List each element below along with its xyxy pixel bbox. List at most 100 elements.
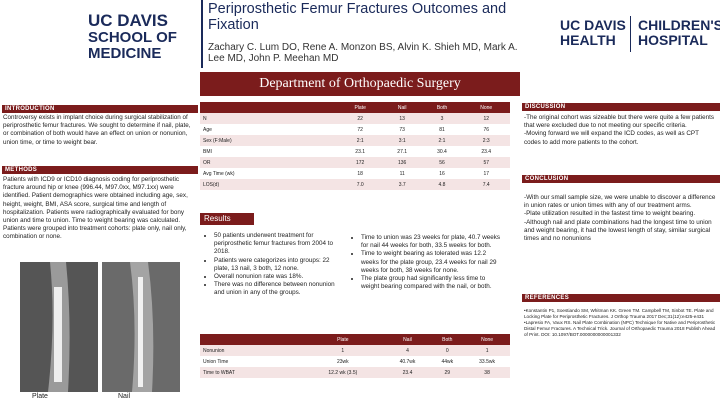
table-cell: 44wk <box>441 358 454 365</box>
table-top-wrap: Plate Nail Both None N 22 13 3 12 Age 72 73 81 76 Sex … <box>200 102 510 190</box>
paragraph: -Plate utilization resulted in the faste… <box>524 210 696 218</box>
results-left: 50 patients underwent treatment for peri… <box>205 232 335 297</box>
nail-implant <box>138 277 143 387</box>
header-cell <box>200 334 302 345</box>
table-row: Nonunion 1 4 0 1 <box>200 345 510 356</box>
header-cell: Plate <box>337 102 383 113</box>
image-label: Nail <box>118 393 131 400</box>
table-cell: 38 <box>464 367 510 378</box>
intro-text: Controversy exists in implant choice dur… <box>3 114 191 146</box>
table-cell: 23wk <box>336 358 349 365</box>
header-cell: None <box>462 102 510 113</box>
table-cell: LOS(d) <box>200 179 338 190</box>
logo-line: HEALTH <box>560 31 616 48</box>
header-cell: None <box>464 334 510 345</box>
conclusion-text: -With our small sample size, we were una… <box>524 194 716 243</box>
right-logo: UC DAVIS HEALTH <box>560 18 626 47</box>
logo-line: HOSPITAL <box>638 31 708 48</box>
logo-line: SCHOOL OF <box>88 28 177 46</box>
section-heading: DISCUSSION <box>522 103 720 111</box>
table-cell: 4.8 <box>421 179 463 190</box>
table-cell: 18 <box>357 170 363 177</box>
header-cell: Nail <box>384 334 431 345</box>
table-row: LOS(d) 7.0 3.7 4.8 7.4 <box>200 179 510 190</box>
table-cell: 7.0 <box>337 179 383 190</box>
table-cell: 13 <box>382 113 422 124</box>
table-cell: 23.4 <box>481 148 492 155</box>
divider <box>201 0 203 68</box>
methods-text: Patients with ICD9 or ICD10 diagnosis co… <box>3 176 188 241</box>
table-cell: 1 <box>301 345 385 356</box>
table-cell: 73 <box>399 126 405 133</box>
table-cell: Union Time <box>203 358 229 365</box>
header-cell: Nail <box>382 102 422 113</box>
table-cell: 12.2 wk (3.5) <box>301 367 385 378</box>
table-row: N 22 13 3 12 <box>200 113 510 124</box>
section-heading: REFERENCES <box>522 294 720 302</box>
paragraph: -Moving forward we will expand the ICD c… <box>524 130 699 146</box>
table-cell: Sex (F:Male) <box>200 135 338 146</box>
table-cell: 33.5wk <box>479 358 495 365</box>
table-cell: Avg Time (wk) <box>203 170 235 177</box>
table-cell: 57 <box>462 157 510 168</box>
table-cell: 29 <box>430 367 465 378</box>
table-row: Sex (F:Male) 2:1 3:1 2:1 2:3 <box>200 135 510 146</box>
section-heading: METHODS <box>2 166 198 174</box>
table-cell: N <box>200 113 338 124</box>
table-cell: Nonunion <box>200 345 302 356</box>
data-table: Plate Nail Both None Nonunion 1 4 0 1 Union Time 2… <box>200 334 510 378</box>
logo-line: UC DAVIS <box>88 11 168 30</box>
logo-line: UC DAVIS <box>560 17 626 33</box>
paragraph: •Lapresio FA, Vaux RS. Nail Plate Combin… <box>524 319 716 337</box>
bullet: There was no difference between nonunion… <box>214 281 335 297</box>
bullet: Overall nonunion rate was 18%. <box>214 273 335 281</box>
table-cell: 81 <box>439 126 445 133</box>
table-cell: 3:1 <box>382 135 422 146</box>
table-cell: 3.7 <box>382 179 422 190</box>
bullet: 50 patients underwent treatment for peri… <box>214 232 335 257</box>
authors: Zachary C. Lum DO, Rene A. Monzon BS, Al… <box>208 42 518 64</box>
table-cell: 2:3 <box>462 135 510 146</box>
table-cell: Time to WBAT <box>200 367 302 378</box>
results-heading: Results <box>200 213 254 225</box>
header-cell <box>200 102 338 113</box>
table-cell: 2:1 <box>421 135 463 146</box>
bullet: Patients were categorizes into groups: 2… <box>214 257 335 273</box>
section-heading: INTRODUCTION <box>2 105 198 113</box>
header-cell: Both <box>430 334 465 345</box>
table-cell: 172 <box>337 157 383 168</box>
header-row: Plate Nail Both None <box>200 102 510 113</box>
logo-line: CHILDREN'S <box>638 17 720 33</box>
table-cell: 11 <box>399 170 405 177</box>
xray-image <box>20 262 180 392</box>
table-cell: 76 <box>483 126 489 133</box>
header-cell: Plate <box>301 334 385 345</box>
table-cell: 23.4 <box>384 367 431 378</box>
table-cell: 23.1 <box>355 148 366 155</box>
table-cell: 27.1 <box>397 148 408 155</box>
references-text: •Konstantin P1, Soestiando SM, Whitman K… <box>524 308 716 338</box>
bullet: The plate group had significantly less t… <box>361 275 502 291</box>
header-row: Plate Nail Both None <box>200 334 510 345</box>
discussion-text: -The original cohort was sizeable but th… <box>524 114 716 147</box>
table-cell: 17 <box>483 170 489 177</box>
header-cell: Both <box>421 102 463 113</box>
table-cell: 7.4 <box>462 179 510 190</box>
table-row: OR 172 136 56 57 <box>200 157 510 168</box>
table-cell: 12 <box>462 113 510 124</box>
bullet: Time to union was 23 weeks for plate, 40… <box>361 234 502 250</box>
table-cell: OR <box>200 157 338 168</box>
paragraph: -The original cohort was sizeable but th… <box>524 114 715 130</box>
table-cell: 72 <box>357 126 363 133</box>
divider <box>630 16 631 52</box>
table-row: BMI 23.1 27.1 30.4 23.4 <box>200 146 510 157</box>
paragraph: •Konstantin P1, Soestiando SM, Whitman K… <box>524 308 714 319</box>
left-logo: UC DAVIS SCHOOL OF MEDICINE <box>88 12 177 61</box>
right-logo: CHILDREN'S HOSPITAL <box>638 18 720 47</box>
table-cell: 2:1 <box>337 135 383 146</box>
table-bottom-wrap: Plate Nail Both None Nonunion 1 4 0 1 Union Time 2… <box>200 334 510 378</box>
table-row: Union Time 23wk 40.7wk 44wk 33.5wk <box>200 356 510 367</box>
table-cell: 22 <box>337 113 383 124</box>
data-table: Plate Nail Both None N 22 13 3 12 Age 72 73 81 76 Sex … <box>200 102 510 190</box>
